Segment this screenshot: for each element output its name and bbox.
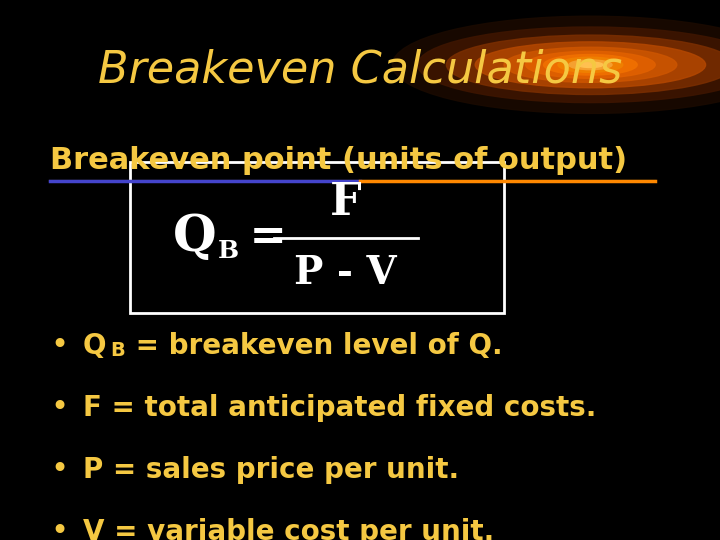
Text: V = variable cost per unit.: V = variable cost per unit.	[83, 518, 494, 540]
Text: Q: Q	[83, 332, 107, 360]
Text: =: =	[234, 216, 287, 259]
Text: Breakeven Calculations: Breakeven Calculations	[98, 49, 622, 92]
Text: = breakeven level of Q.: = breakeven level of Q.	[126, 332, 503, 360]
Text: F = total anticipated fixed costs.: F = total anticipated fixed costs.	[83, 394, 596, 422]
Text: P = sales price per unit.: P = sales price per unit.	[83, 456, 459, 484]
Ellipse shape	[544, 55, 637, 75]
Ellipse shape	[446, 35, 720, 94]
Ellipse shape	[504, 47, 677, 82]
Text: B: B	[110, 341, 125, 361]
Text: Breakeven point (units of output): Breakeven point (units of output)	[50, 146, 628, 175]
Text: •: •	[50, 455, 68, 484]
Text: Q: Q	[173, 213, 217, 262]
Ellipse shape	[577, 62, 603, 68]
Text: •: •	[50, 331, 68, 360]
Ellipse shape	[418, 27, 720, 103]
Ellipse shape	[475, 42, 706, 87]
FancyBboxPatch shape	[130, 162, 504, 313]
Ellipse shape	[392, 16, 720, 113]
Ellipse shape	[526, 51, 655, 78]
Text: •: •	[50, 517, 68, 540]
Text: P - V: P - V	[294, 254, 397, 292]
Ellipse shape	[569, 60, 612, 70]
Text: •: •	[50, 393, 68, 422]
Text: B: B	[217, 239, 238, 263]
Text: F: F	[330, 181, 361, 224]
Ellipse shape	[558, 57, 623, 72]
